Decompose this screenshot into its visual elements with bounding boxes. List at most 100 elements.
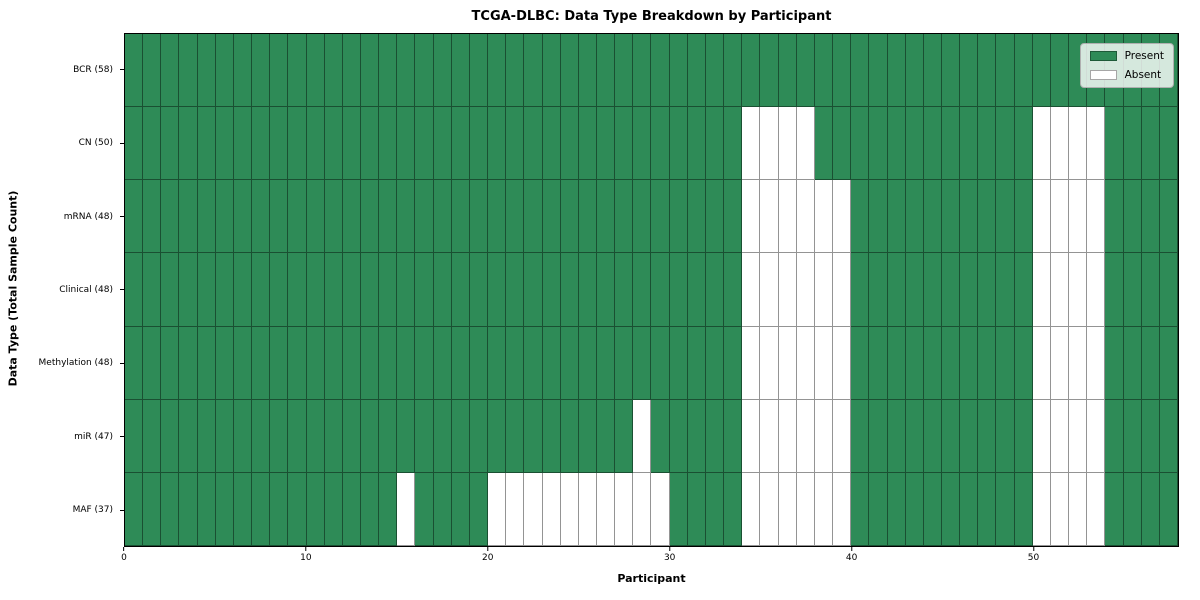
heatmap-cell xyxy=(687,399,706,473)
heatmap-cell xyxy=(288,253,307,327)
legend-swatch-absent xyxy=(1089,69,1117,80)
heatmap-cell xyxy=(1159,180,1178,254)
heatmap-cell xyxy=(941,472,961,546)
x-tick-mark xyxy=(851,547,853,551)
heatmap-cell xyxy=(197,253,216,327)
heatmap-cell xyxy=(796,34,815,108)
heatmap-cell xyxy=(252,472,271,546)
heatmap-cell xyxy=(451,253,470,327)
heatmap-cell xyxy=(941,326,961,400)
heatmap-cell xyxy=(996,34,1015,108)
legend-item-present: Present xyxy=(1089,51,1164,62)
heatmap-cell xyxy=(778,472,797,546)
y-tick-Clinical: Clinical (48) xyxy=(0,253,124,326)
heatmap-cell xyxy=(1014,253,1033,327)
heatmap-cell xyxy=(324,107,343,181)
y-tick-Methylation: Methylation (48) xyxy=(0,327,124,400)
heatmap-cell xyxy=(215,34,234,108)
heatmap-cell xyxy=(506,472,525,546)
heatmap-cell xyxy=(578,34,598,108)
heatmap-cell xyxy=(415,399,434,473)
heatmap-cell xyxy=(887,34,906,108)
heatmap-cell xyxy=(542,34,561,108)
heatmap-cell xyxy=(179,326,198,400)
x-tick-label: 40 xyxy=(845,553,858,563)
heatmap-cell xyxy=(125,253,144,327)
heatmap-cell xyxy=(778,34,797,108)
heatmap-cell xyxy=(941,399,961,473)
heatmap-cell xyxy=(887,472,906,546)
heatmap-cell xyxy=(415,107,434,181)
heatmap-cell xyxy=(306,399,325,473)
heatmap-cell xyxy=(1159,253,1178,327)
heatmap-cell xyxy=(161,253,180,327)
heatmap-cell xyxy=(960,180,979,254)
heatmap-cell xyxy=(814,180,834,254)
heatmap-cell xyxy=(1123,326,1142,400)
heatmap-cell xyxy=(887,180,906,254)
heatmap-cell xyxy=(651,107,670,181)
x-tick-label: 10 xyxy=(300,553,312,563)
heatmap-cell xyxy=(996,107,1015,181)
heatmap-cell xyxy=(1087,326,1106,400)
heatmap-cell xyxy=(1159,326,1178,400)
heatmap-cell xyxy=(488,34,507,108)
heatmap-cell xyxy=(397,472,416,546)
heatmap-cell xyxy=(578,107,598,181)
heatmap-cell xyxy=(705,253,725,327)
heatmap-cell xyxy=(1087,399,1106,473)
heatmap-cell xyxy=(469,472,489,546)
heatmap-cell xyxy=(578,326,598,400)
heatmap-cell xyxy=(724,180,743,254)
x-tick-40: 40 xyxy=(846,547,857,563)
heatmap-cell xyxy=(560,399,579,473)
heatmap-cell xyxy=(1014,34,1033,108)
heatmap-cell xyxy=(361,253,380,327)
heatmap-cell xyxy=(1105,472,1124,546)
heatmap-cell xyxy=(1141,253,1160,327)
heatmap-cell xyxy=(833,107,852,181)
heatmap-cell xyxy=(724,472,743,546)
heatmap-cell xyxy=(1123,180,1142,254)
heatmap-cell xyxy=(197,180,216,254)
heatmap-cell xyxy=(197,399,216,473)
heatmap-cell xyxy=(451,472,470,546)
y-tick-mark xyxy=(120,216,124,218)
y-tick-mRNA: mRNA (48) xyxy=(0,180,124,253)
heatmap-cell xyxy=(560,107,579,181)
heatmap-cell xyxy=(506,107,525,181)
heatmap-cell xyxy=(669,107,688,181)
heatmap-cell xyxy=(760,34,779,108)
legend-label: Absent xyxy=(1124,68,1162,81)
heatmap-cell xyxy=(451,326,470,400)
heatmap-cell xyxy=(1014,326,1033,400)
heatmap-cell xyxy=(941,34,961,108)
heatmap-cell xyxy=(125,34,144,108)
y-tick-mark xyxy=(120,436,124,438)
heatmap-cell xyxy=(361,399,380,473)
heatmap-cell xyxy=(796,180,815,254)
heatmap-cell xyxy=(215,253,234,327)
heatmap-cell xyxy=(506,34,525,108)
heatmap-cell xyxy=(433,399,452,473)
heatmap-cell xyxy=(1123,107,1142,181)
heatmap-cell xyxy=(760,107,779,181)
x-tick-mark xyxy=(1032,547,1034,551)
heatmap-cell xyxy=(651,253,670,327)
heatmap-cell xyxy=(469,107,489,181)
heatmap-cell xyxy=(524,107,543,181)
heatmap-cell xyxy=(597,472,616,546)
heatmap-cell xyxy=(996,180,1015,254)
heatmap-cell xyxy=(1050,472,1070,546)
heatmap-cell xyxy=(578,253,598,327)
heatmap-cell xyxy=(742,399,761,473)
heatmap-cell xyxy=(524,326,543,400)
heatmap-cell xyxy=(233,399,253,473)
heatmap-cell xyxy=(415,34,434,108)
heatmap-cell xyxy=(687,326,706,400)
heatmap-cell xyxy=(1050,399,1070,473)
heatmap-cell xyxy=(923,472,942,546)
heatmap-cell xyxy=(742,34,761,108)
heatmap-cell xyxy=(833,399,852,473)
x-tick-label: 20 xyxy=(482,553,494,563)
